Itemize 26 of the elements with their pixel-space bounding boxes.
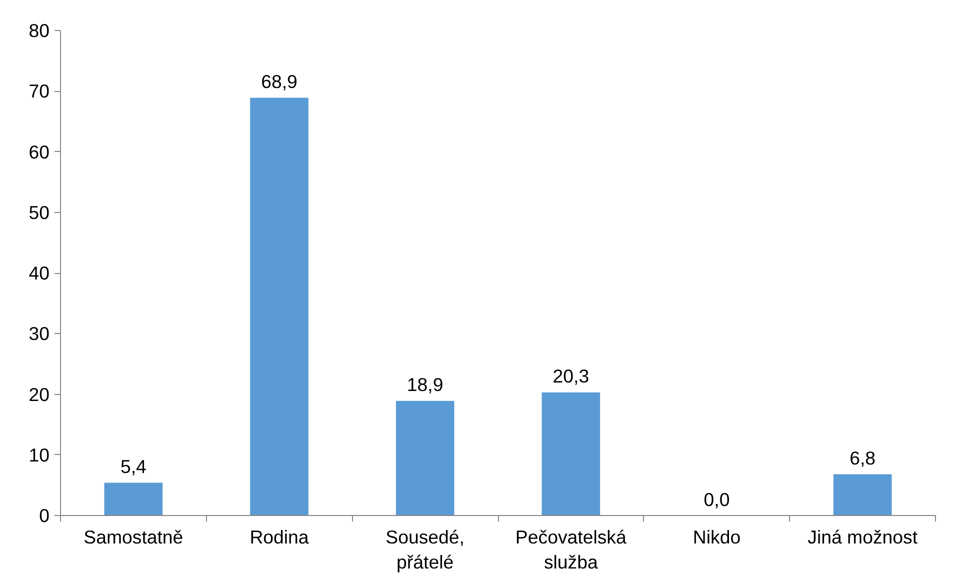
y-tick-label: 40 (28, 262, 50, 284)
y-tick-label: 70 (28, 80, 50, 102)
bar (396, 400, 454, 516)
bar (542, 392, 600, 516)
x-tick-label: Nikdo (692, 526, 741, 548)
y-tick-label: 50 (28, 202, 50, 223)
data-label: 0,0 (704, 488, 730, 510)
data-label: 20,3 (552, 366, 590, 387)
data-label: 68,9 (261, 71, 298, 92)
y-tick-label: 10 (28, 444, 50, 466)
y-tick-label: 30 (28, 323, 50, 344)
x-tick-label: Pečovatelská služba (515, 526, 628, 573)
x-tick-label: Rodina (250, 526, 310, 548)
y-tick-label: 80 (28, 20, 50, 41)
y-tick-label: 20 (28, 384, 50, 405)
data-label: 18,9 (406, 374, 444, 396)
bar (104, 482, 163, 516)
bar (250, 98, 308, 516)
y-tick-label: 60 (28, 141, 50, 162)
x-tick-label: Jiná možnost (808, 526, 918, 548)
bar (833, 474, 892, 516)
data-label: 6,8 (850, 448, 876, 469)
x-tick-label: Sousedé, přátelé (386, 526, 465, 573)
x-tick-label: Samostatně (84, 526, 184, 548)
data-label: 5,4 (120, 456, 146, 478)
y-tick-label: 0 (39, 505, 50, 526)
